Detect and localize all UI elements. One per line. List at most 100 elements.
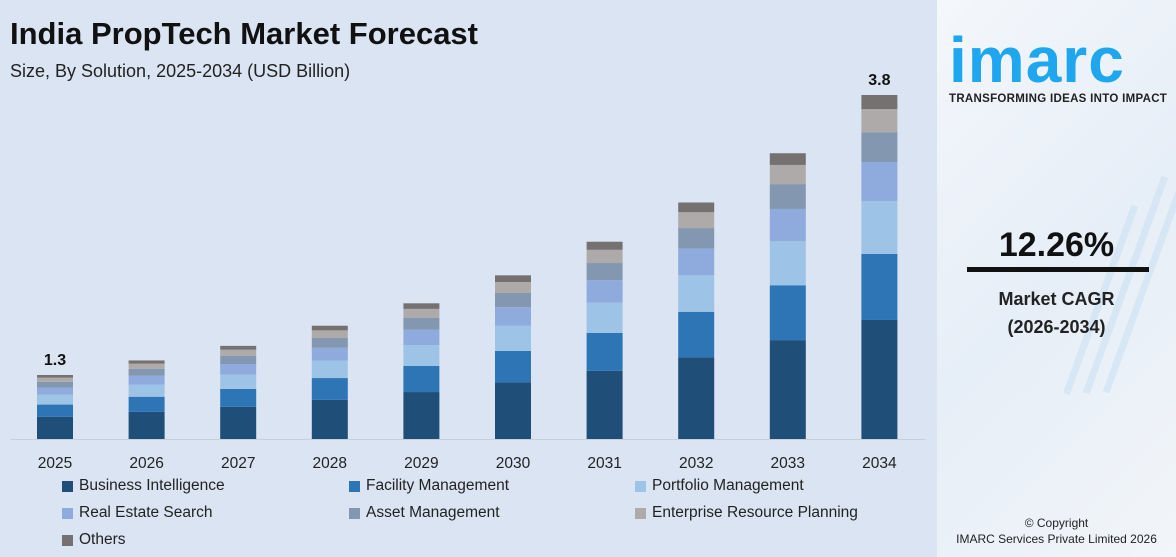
bar-segment-real-estate-search: [769, 208, 806, 242]
bar-segment-real-estate-search: [220, 364, 257, 375]
bar-segment-enterprise-resource-planning: [495, 282, 531, 293]
legend-item: Others: [62, 531, 126, 549]
bar-segment-enterprise-resource-planning: [769, 164, 806, 185]
legend-label: Business Intelligence: [79, 477, 225, 494]
bar-segment-business-intelligence: [403, 392, 440, 439]
bar-segment-asset-management: [495, 292, 531, 308]
total-label: 1.3: [44, 352, 66, 369]
cagr-label-text: Market CAGR: [998, 289, 1115, 309]
bar-segment-facility-management: [220, 388, 257, 407]
legend-swatch: [62, 507, 73, 519]
bar-segment-portfolio-management: [311, 360, 348, 379]
bar-segment-enterprise-resource-planning: [311, 330, 348, 338]
bar-segment-portfolio-management: [220, 374, 257, 389]
bar-segment-asset-management: [861, 132, 898, 163]
bar-segment-enterprise-resource-planning: [403, 308, 440, 318]
bar-segment-portfolio-management: [37, 394, 73, 405]
bar-segment-asset-management: [586, 263, 623, 281]
bar-segment-facility-management: [678, 311, 715, 358]
bar-segment-facility-management: [311, 378, 348, 400]
bar-segment-portfolio-management: [403, 345, 440, 367]
copyright-company: IMARC Services Private Limited 2026: [956, 532, 1157, 546]
legend-swatch: [349, 507, 360, 519]
bar-segment-asset-management: [37, 381, 73, 388]
legend-item: Real Estate Search: [62, 504, 213, 522]
bar-segment-others: [861, 95, 898, 110]
legend-swatch: [635, 507, 646, 519]
x-tick-label: 2030: [496, 455, 531, 472]
bar-segment-enterprise-resource-planning: [678, 212, 715, 229]
bar-segment-enterprise-resource-planning: [220, 349, 257, 356]
x-tick-label: 2029: [404, 455, 438, 472]
x-tick-label: 2027: [221, 455, 255, 472]
legend-swatch: [62, 480, 73, 492]
info-panel: imarc TRANSFORMING IDEAS INTO IMPACT 12.…: [937, 0, 1176, 557]
bar-segment-others: [128, 360, 165, 364]
bar-segment-others: [586, 241, 623, 250]
bar-segment-business-intelligence: [495, 382, 531, 439]
legend-item: Portfolio Management: [635, 477, 804, 495]
x-tick-label: 2025: [38, 455, 72, 472]
bar-segment-enterprise-resource-planning: [37, 377, 73, 382]
bar-segment-facility-management: [37, 404, 73, 417]
total-label: 3.8: [868, 72, 890, 89]
bar-segment-facility-management: [128, 396, 165, 412]
bar-segment-business-intelligence: [586, 370, 623, 439]
bar-segment-asset-management: [311, 337, 348, 348]
cagr-period: (2026-2034): [1007, 317, 1106, 337]
bar-segment-business-intelligence: [37, 416, 73, 439]
bar-segment-portfolio-management: [128, 384, 165, 397]
x-tick-label: 2032: [679, 455, 713, 472]
chart-panel: India PropTech Market Forecast Size, By …: [10, 16, 925, 549]
legend-swatch: [635, 480, 646, 492]
bar-segment-real-estate-search: [678, 248, 715, 276]
bar-segment-business-intelligence: [861, 319, 898, 439]
bar-segment-facility-management: [403, 366, 440, 393]
bar-segment-facility-management: [769, 285, 806, 341]
legend-label: Enterprise Resource Planning: [652, 504, 858, 521]
bar-segment-real-estate-search: [37, 387, 73, 395]
copyright: © Copyright IMARC Services Private Limit…: [937, 515, 1176, 547]
bar-segment-real-estate-search: [495, 307, 531, 326]
bar-segment-asset-management: [403, 317, 440, 330]
bar-segment-facility-management: [495, 350, 531, 383]
bar-segment-business-intelligence: [311, 399, 348, 439]
bar-segment-real-estate-search: [311, 347, 348, 361]
bar-segment-portfolio-management: [678, 275, 715, 312]
bar-segment-real-estate-search: [128, 375, 165, 385]
bar-segment-others: [678, 202, 715, 213]
x-tick-label: 2031: [587, 455, 621, 472]
chart-title: India PropTech Market Forecast: [10, 16, 478, 51]
bar-segment-real-estate-search: [403, 329, 440, 346]
bar-segment-facility-management: [586, 332, 623, 371]
x-tick-label: 2033: [771, 455, 805, 472]
bar-segment-enterprise-resource-planning: [128, 363, 165, 369]
bar-segment-others: [769, 153, 806, 165]
bar-segment-asset-management: [128, 368, 165, 376]
bar-segment-business-intelligence: [678, 357, 715, 439]
legend-item: Enterprise Resource Planning: [635, 504, 858, 522]
bar-segment-asset-management: [220, 355, 257, 365]
brand-tagline: TRANSFORMING IDEAS INTO IMPACT: [949, 93, 1168, 105]
legend-item: Business Intelligence: [62, 477, 225, 495]
bar-segment-others: [220, 345, 257, 350]
cagr-label: Market CAGR (2026-2034): [937, 285, 1176, 341]
bar-segment-others: [311, 325, 348, 331]
stacked-bar-chart: 2025 1.3 2026 2027 2028 2029 2030 2031 2032 2033 2…: [10, 72, 925, 472]
bar-segment-real-estate-search: [861, 162, 898, 201]
legend-label: Facility Management: [366, 477, 510, 494]
divider: [967, 267, 1149, 272]
x-tick-label: 2034: [862, 455, 897, 472]
legend-label: Asset Management: [366, 504, 500, 521]
bar-segment-business-intelligence: [128, 411, 165, 439]
copyright-text: © Copyright: [1024, 516, 1089, 530]
bar-segment-asset-management: [769, 184, 806, 209]
legend-label: Real Estate Search: [79, 504, 213, 521]
bar-segment-portfolio-management: [586, 302, 623, 333]
legend-label: Portfolio Management: [652, 477, 804, 494]
legend-label: Others: [79, 531, 126, 548]
chart-subtitle: Size, By Solution, 2025-2034 (USD Billio…: [10, 61, 351, 81]
bar-segment-others: [495, 275, 531, 283]
bar-segment-enterprise-resource-planning: [586, 249, 623, 264]
legend-item: Asset Management: [349, 504, 500, 522]
